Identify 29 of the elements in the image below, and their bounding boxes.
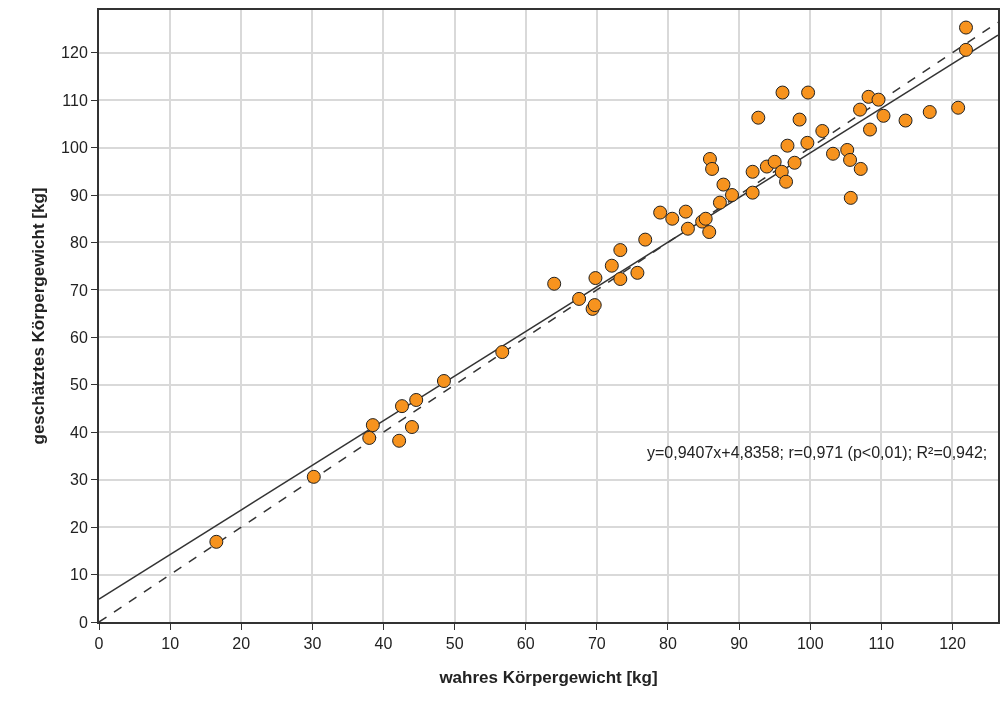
y-tick-label: 110: [62, 91, 88, 109]
annotation: y=0,9407x+4,8358; r=0,971 (p<0,01); R²=0,942;: [647, 444, 988, 461]
x-tick-label: 0: [94, 635, 104, 653]
x-tick-label: 70: [587, 635, 606, 653]
y-tick-label: 90: [70, 186, 88, 204]
x-tick-label: 90: [730, 635, 749, 653]
y-tick-label: 80: [70, 234, 88, 252]
y-tick-label: 60: [70, 328, 88, 346]
y-tick-label: 70: [70, 281, 88, 299]
y-tick-label: 10: [70, 566, 88, 584]
y-tick-label: 120: [61, 44, 88, 62]
y-tick-label: 30: [70, 471, 88, 489]
x-tick-label: 40: [374, 635, 393, 653]
x-axis-title: wahres Körpergewicht [kg]: [438, 668, 658, 688]
x-tick-label: 20: [232, 635, 251, 653]
x-tick-label: 120: [939, 635, 966, 653]
x-tick-label: 10: [161, 635, 180, 653]
x-tick-label: 60: [516, 635, 535, 653]
y-tick-label: 100: [61, 139, 88, 157]
y-tick-label: 0: [78, 613, 88, 631]
x-tick-label: 30: [303, 635, 322, 653]
y-tick-label: 50: [70, 376, 88, 394]
x-tick-label: 110: [868, 635, 895, 653]
y-axis-title: geschätztes Körpergewicht [kg]: [29, 187, 49, 445]
x-tick-label: 50: [445, 635, 464, 653]
y-tick-label: 40: [70, 423, 88, 441]
x-tick-label: 100: [796, 635, 824, 653]
y-tick-label: 20: [70, 518, 88, 536]
x-tick-label: 80: [659, 635, 677, 653]
